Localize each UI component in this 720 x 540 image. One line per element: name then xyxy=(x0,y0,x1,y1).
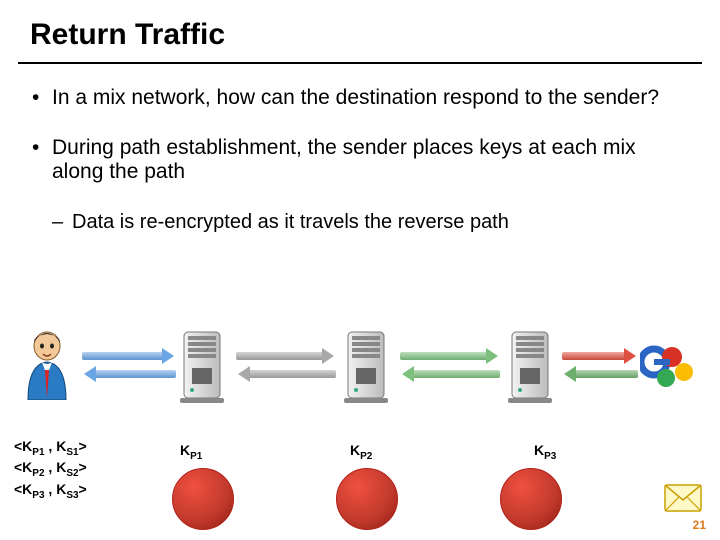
destination-icon xyxy=(640,342,696,397)
arrow-4 xyxy=(562,348,638,388)
sender-icon xyxy=(18,328,76,405)
sender-keys-label: <KP1 , KS1> <KP2 , KS2> <KP3 , KS3> xyxy=(14,438,87,502)
mix1-key-label: KP1 xyxy=(180,442,202,462)
content-area: In a mix network, how can the destinatio… xyxy=(0,64,720,234)
mix-server-2-icon xyxy=(342,328,390,409)
mix-server-1-icon xyxy=(178,328,226,409)
key-circle-2 xyxy=(336,468,398,530)
arrow-1 xyxy=(82,348,176,388)
mix-server-3-icon xyxy=(506,328,554,409)
key-circle-1 xyxy=(172,468,234,530)
mix2-key-label: KP2 xyxy=(350,442,372,462)
slide-title: Return Traffic xyxy=(0,0,720,62)
arrow-3 xyxy=(400,348,500,388)
bullet-1: In a mix network, how can the destinatio… xyxy=(30,86,690,110)
mix3-key-label: KP3 xyxy=(534,442,556,462)
key-circle-3 xyxy=(500,468,562,530)
diagram xyxy=(0,328,720,448)
envelope-icon xyxy=(664,484,702,512)
arrow-2 xyxy=(236,348,336,388)
bullet-2a: Data is re-encrypted as it travels the r… xyxy=(30,210,690,234)
bullet-2: During path establishment, the sender pl… xyxy=(30,136,690,184)
page-number: 21 xyxy=(693,518,706,532)
